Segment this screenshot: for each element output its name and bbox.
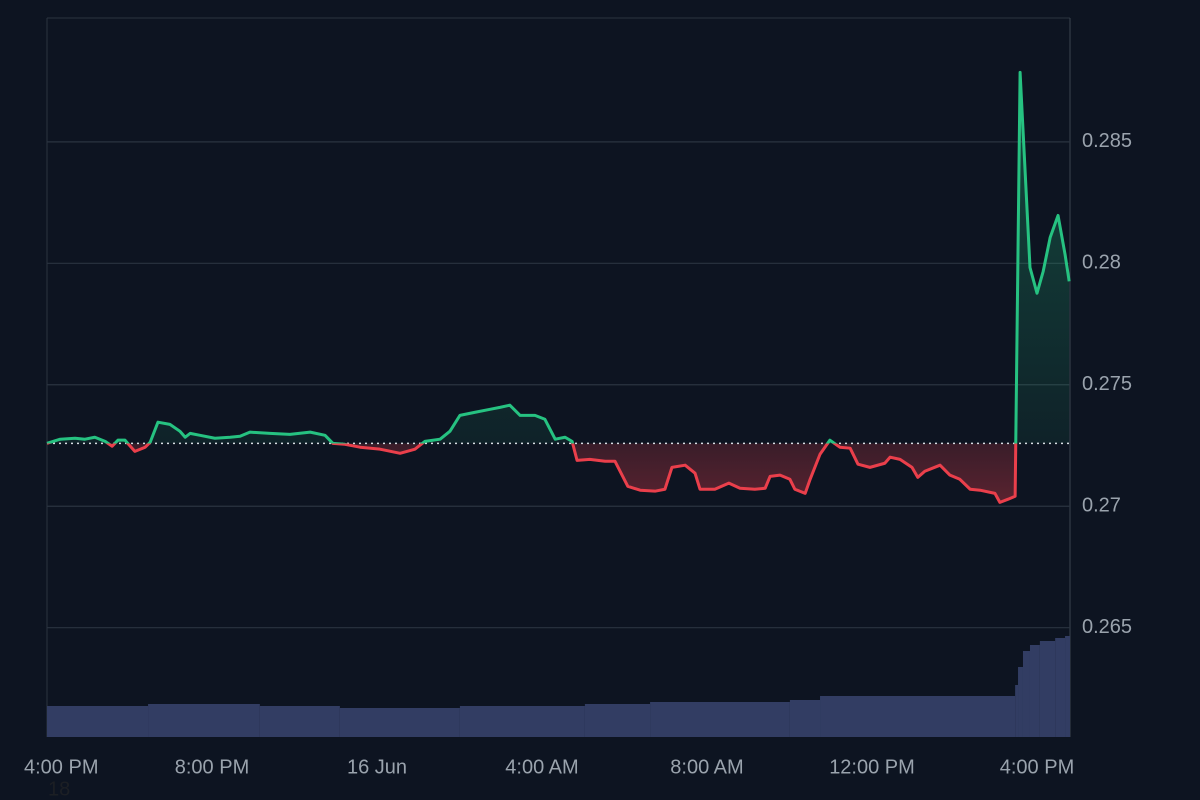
y-tick-label: 0.265 [1082,616,1132,638]
x-tick-label: 4:00 AM [505,756,578,778]
volume-bar [148,704,260,737]
y-tick-label: 0.275 [1082,373,1132,395]
volume-bar [789,700,821,737]
price-line [46,70,1071,504]
y-tick-label: 0.27 [1082,495,1121,517]
x-tick-label: 4:00 PM [24,756,98,778]
x-tick-label: 12:00 PM [829,756,915,778]
volume-bar [650,702,790,737]
annotation: 18 [48,778,70,800]
x-tick-label: 8:00 AM [670,756,743,778]
y-tick-label: 0.285 [1082,130,1132,152]
x-tick-label: 4:00 PM [1000,756,1074,778]
volume-bar [1039,641,1056,737]
volume-bar [1029,645,1040,737]
volume-bar [47,706,149,737]
x-tick-label: 8:00 PM [175,756,249,778]
x-tick-label: 16 Jun [347,756,407,778]
volume-bar [1022,651,1030,737]
volume-bar [820,696,1016,737]
volume-bar [1018,667,1023,737]
y-tick-label: 0.28 [1082,252,1121,274]
volume-bar [259,706,340,737]
volume-bar [1055,638,1066,737]
volume-bar [339,708,460,737]
volume-bar [1065,636,1070,737]
volume-bar [459,706,585,737]
area [47,72,1070,503]
volume-bar [584,704,651,737]
volume-bar [1015,685,1019,737]
